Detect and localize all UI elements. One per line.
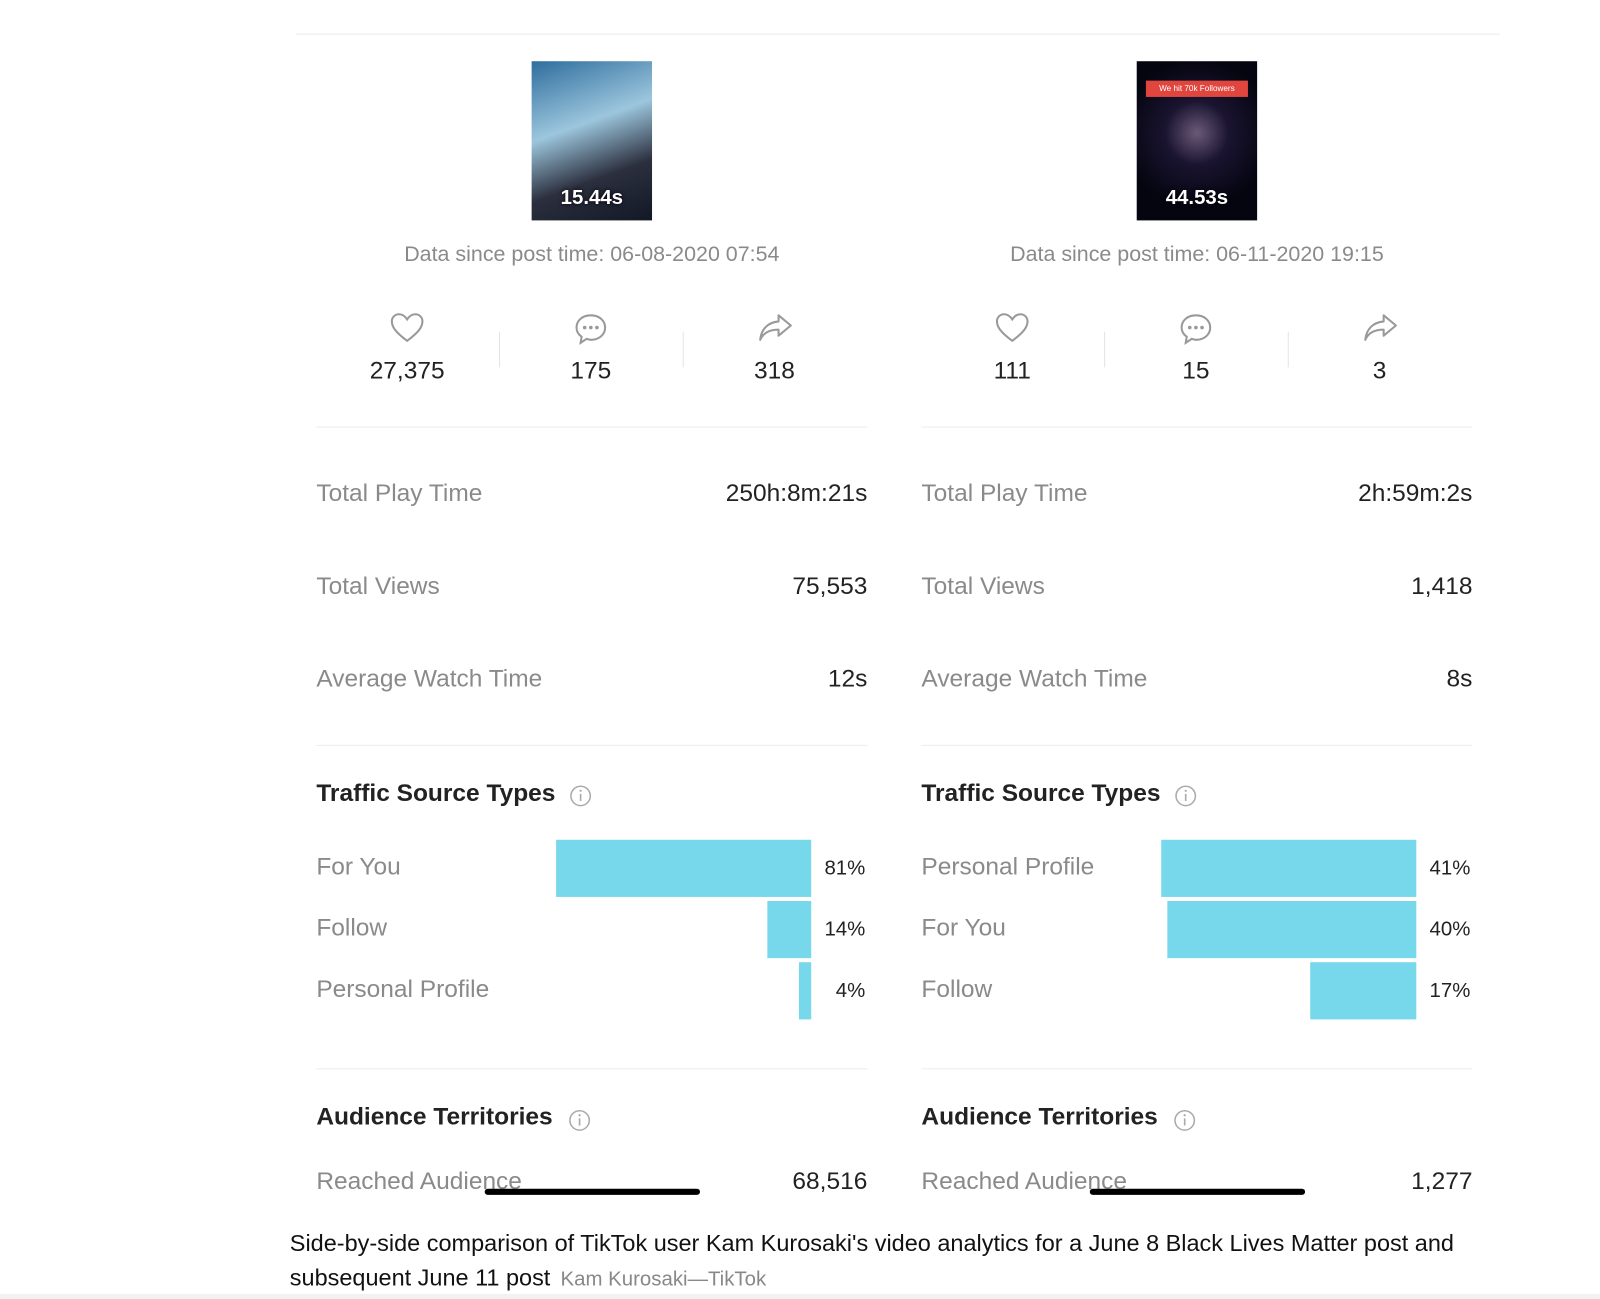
divider xyxy=(682,331,684,368)
traffic-bar xyxy=(1161,839,1417,897)
traffic-percent: 14% xyxy=(824,918,866,941)
traffic-bar xyxy=(1167,901,1417,959)
thumbnail xyxy=(531,61,653,221)
audience-value: 1,277 xyxy=(1411,1167,1473,1195)
info-icon xyxy=(569,785,592,813)
caption-credit: Kam Kurosaki—TikTok xyxy=(560,1268,767,1291)
traffic-percent: 81% xyxy=(824,857,866,880)
section-title: Traffic Source Types xyxy=(316,779,556,808)
shares-count: 3 xyxy=(1372,357,1387,385)
footer-strip xyxy=(0,1293,1600,1299)
icon-heart xyxy=(995,312,1030,348)
divider xyxy=(1287,331,1289,368)
metric-label: Total Play Time xyxy=(316,479,483,508)
caption-text: Side-by-side comparison of TikTok user K… xyxy=(289,1229,1454,1291)
icon-heart xyxy=(390,312,425,348)
metric-value: 75,553 xyxy=(792,572,868,600)
metric-label: Average Watch Time xyxy=(316,665,543,693)
post-time: Data since post time: 06-11-2020 19:15 xyxy=(1010,242,1384,267)
traffic-percent: 17% xyxy=(1429,979,1471,1003)
section-title: Audience Territories xyxy=(316,1103,553,1131)
divider xyxy=(316,1068,868,1070)
metric-value: 12s xyxy=(827,665,868,693)
thumbnail-banner: We hit 70k Followers xyxy=(1145,80,1248,97)
video-duration: 15.44s xyxy=(560,186,624,210)
metric-label: Average Watch Time xyxy=(921,665,1148,693)
section-title: Audience Territories xyxy=(921,1103,1158,1131)
metric-value: 8s xyxy=(1446,665,1473,693)
likes-count: 111 xyxy=(993,357,1031,385)
traffic-label: For You xyxy=(316,853,401,881)
post-time: Data since post time: 06-08-2020 07:54 xyxy=(404,242,780,267)
traffic-bar xyxy=(556,839,812,897)
divider xyxy=(498,331,500,368)
info-icon xyxy=(568,1109,591,1137)
metric-label: Total Views xyxy=(316,572,440,600)
icon-share xyxy=(757,312,794,348)
traffic-percent: 41% xyxy=(1429,857,1471,880)
metric-value: 250h:8m:21s xyxy=(725,479,868,508)
comments-count: 175 xyxy=(570,357,612,385)
metric-value: 1,418 xyxy=(1411,572,1473,600)
comments-count: 15 xyxy=(1182,357,1210,385)
traffic-label: Follow xyxy=(921,975,993,1004)
divider xyxy=(921,426,1473,428)
divider xyxy=(316,744,868,746)
video-duration: 44.53s xyxy=(1165,186,1229,210)
home-indicator xyxy=(484,1188,700,1195)
caption: Side-by-side comparison of TikTok user K… xyxy=(290,1226,1514,1297)
info-icon xyxy=(1173,1109,1196,1137)
metric-label: Total Views xyxy=(921,572,1045,600)
traffic-label: Personal Profile xyxy=(316,975,490,1004)
metric-value: 2h:59m:2s xyxy=(1358,479,1473,508)
divider xyxy=(295,33,1500,35)
traffic-bar xyxy=(1310,962,1417,1020)
icon-share xyxy=(1362,312,1399,348)
audience-value: 68,516 xyxy=(792,1167,868,1195)
traffic-bar xyxy=(767,901,812,959)
traffic-label: For You xyxy=(921,914,1006,942)
metric-label: Total Play Time xyxy=(921,479,1088,508)
traffic-label: Follow xyxy=(316,914,388,942)
info-icon xyxy=(1174,785,1197,813)
divider xyxy=(921,744,1473,746)
traffic-percent: 4% xyxy=(835,979,866,1003)
icon-comment xyxy=(1179,312,1214,350)
divider xyxy=(921,1068,1473,1070)
icon-comment xyxy=(573,312,608,350)
traffic-bar xyxy=(798,962,812,1020)
home-indicator xyxy=(1089,1188,1306,1195)
traffic-label: Personal Profile xyxy=(921,853,1095,881)
divider xyxy=(316,426,868,428)
shares-count: 318 xyxy=(754,357,795,385)
section-title: Traffic Source Types xyxy=(921,779,1161,808)
divider xyxy=(1104,331,1106,368)
likes-count: 27,375 xyxy=(369,357,445,385)
traffic-percent: 40% xyxy=(1429,918,1471,941)
